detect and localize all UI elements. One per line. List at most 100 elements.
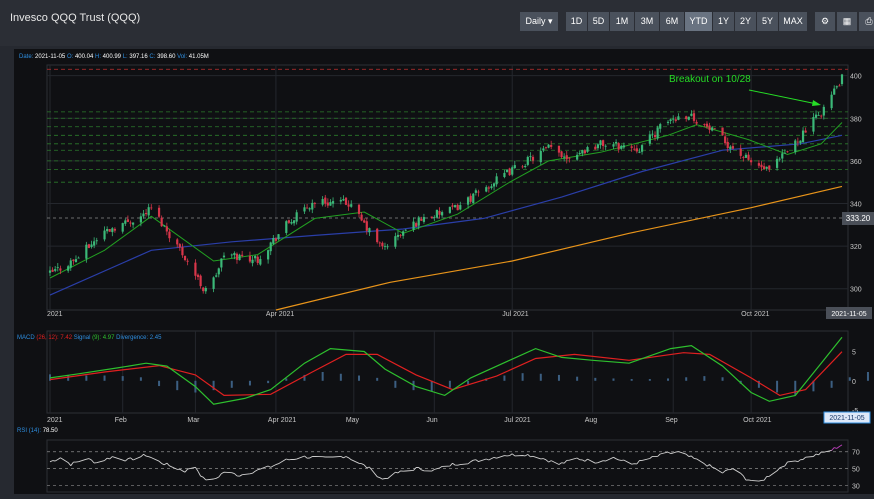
chart-area[interactable]: 300 320 340 360 380 400 2021 Apr 2021 Jul 2021 O… (14, 49, 874, 494)
calculator-button[interactable]: ▦ (837, 12, 857, 31)
settings-button[interactable]: ⚙ (815, 12, 835, 31)
macd-histogram-bar (212, 380, 215, 391)
breakout-annotation: Breakout on 10/28 (669, 74, 751, 85)
candle-body (235, 253, 239, 260)
macd-y-axis-labels: -505 (852, 350, 858, 416)
range-button-6m[interactable]: 6M (660, 12, 684, 31)
range-button-max[interactable]: MAX (779, 12, 807, 31)
candle-body (511, 167, 514, 175)
price-cursor-date-label: 2021-11-05 (831, 311, 866, 318)
candle-body (204, 288, 207, 292)
candle-body (186, 260, 189, 262)
candle-body (721, 127, 724, 136)
candle-body (111, 228, 114, 233)
range-button-1y[interactable]: 1Y (713, 12, 734, 31)
candle-body (212, 277, 215, 289)
candle-body (781, 153, 784, 159)
candle-body (711, 127, 714, 131)
macd-histogram-bar (848, 377, 851, 381)
candle-body (838, 85, 841, 87)
macd-histogram-bar (121, 376, 124, 381)
macd-title: MACD (26, 12): 7.42 Signal (9): 4.97 Div… (17, 335, 162, 341)
range-button-5y[interactable]: 5Y (757, 12, 778, 31)
candle-body (775, 158, 779, 168)
macd-histogram-bar (812, 380, 815, 392)
macd-x-tick-label: 2021 (47, 417, 63, 424)
ma-mid-line (49, 134, 843, 296)
candle-body (121, 223, 124, 232)
range-button-ytd[interactable]: YTD (685, 12, 712, 31)
candle-body (622, 145, 625, 148)
candle-body (394, 236, 397, 247)
candle-body (453, 205, 457, 208)
candle-body (708, 125, 711, 130)
range-button-1d[interactable]: 1D (566, 12, 587, 31)
rsi-overbought-path (831, 444, 843, 451)
range-button-1m[interactable]: 1M (610, 12, 634, 31)
candle-body (812, 117, 815, 132)
candle-body (292, 220, 296, 224)
candle-body (217, 268, 220, 275)
candle-body (739, 148, 742, 156)
candle-body (85, 244, 88, 259)
candle-body (103, 230, 106, 240)
candle-body (840, 74, 844, 85)
candle-body (495, 176, 498, 185)
macd-histogram-bar (448, 380, 451, 388)
candle-body (342, 199, 345, 201)
candle-body (238, 254, 241, 261)
macd-histogram-bar (776, 380, 779, 393)
range-button-5d[interactable]: 5D (588, 12, 609, 31)
macd-histogram-bar (667, 378, 670, 381)
candle-body (339, 199, 342, 202)
print-button[interactable]: ⎙ (859, 12, 874, 31)
rsi-y-tick-label: 50 (852, 467, 860, 474)
interval-dropdown[interactable]: Daily ▾ (520, 12, 558, 31)
candle-body (508, 168, 511, 176)
price-cursor-date: 2021-11-05 (826, 307, 872, 319)
candle-body (474, 190, 477, 193)
candle-body (817, 115, 820, 116)
candle-body (48, 270, 52, 273)
candle-body (331, 201, 335, 204)
candle-body (347, 204, 350, 207)
candle-body (305, 207, 309, 209)
macd-x-tick-label: Sep (665, 417, 678, 424)
candle-body (285, 221, 288, 233)
candle-body (633, 148, 636, 150)
price-support-levels (47, 68, 848, 219)
macd-histogram-bar (139, 377, 142, 381)
candle-body (194, 262, 197, 276)
candle-body (586, 147, 589, 152)
candle-body (451, 205, 454, 207)
price-x-tick-label: Oct 2021 (741, 311, 770, 318)
macd-histogram-bar (303, 374, 306, 381)
candle-body (729, 146, 732, 150)
candle-body (635, 148, 638, 152)
candle-body (412, 221, 415, 230)
candle-body (199, 275, 202, 287)
macd-histogram-bar (703, 376, 706, 381)
candle-body (801, 130, 805, 143)
macd-cursor-date: 2021-11-05 (823, 411, 871, 424)
candle-body (383, 246, 387, 247)
last-price-badge: 333.20 (842, 212, 874, 225)
range-button-2y[interactable]: 2Y (735, 12, 756, 31)
macd-histogram-bar (103, 375, 106, 381)
candle-body (295, 212, 298, 222)
candle-body (290, 221, 293, 224)
candle-body (820, 115, 823, 117)
range-button-3m[interactable]: 3M (635, 12, 659, 31)
ma-long-line (275, 185, 843, 311)
candle-body (365, 221, 368, 231)
macd-lines (49, 336, 843, 405)
candle-body (415, 223, 418, 227)
candle-body (202, 287, 205, 292)
candle-body (833, 88, 836, 95)
macd-histogram-bar (594, 377, 597, 381)
candle-body (612, 144, 615, 147)
rsi-panel: 30 50 70 RSI (14): 78.50 (17, 428, 860, 493)
macd-histogram-bar (630, 379, 633, 381)
macd-histogram-bar (757, 380, 760, 388)
